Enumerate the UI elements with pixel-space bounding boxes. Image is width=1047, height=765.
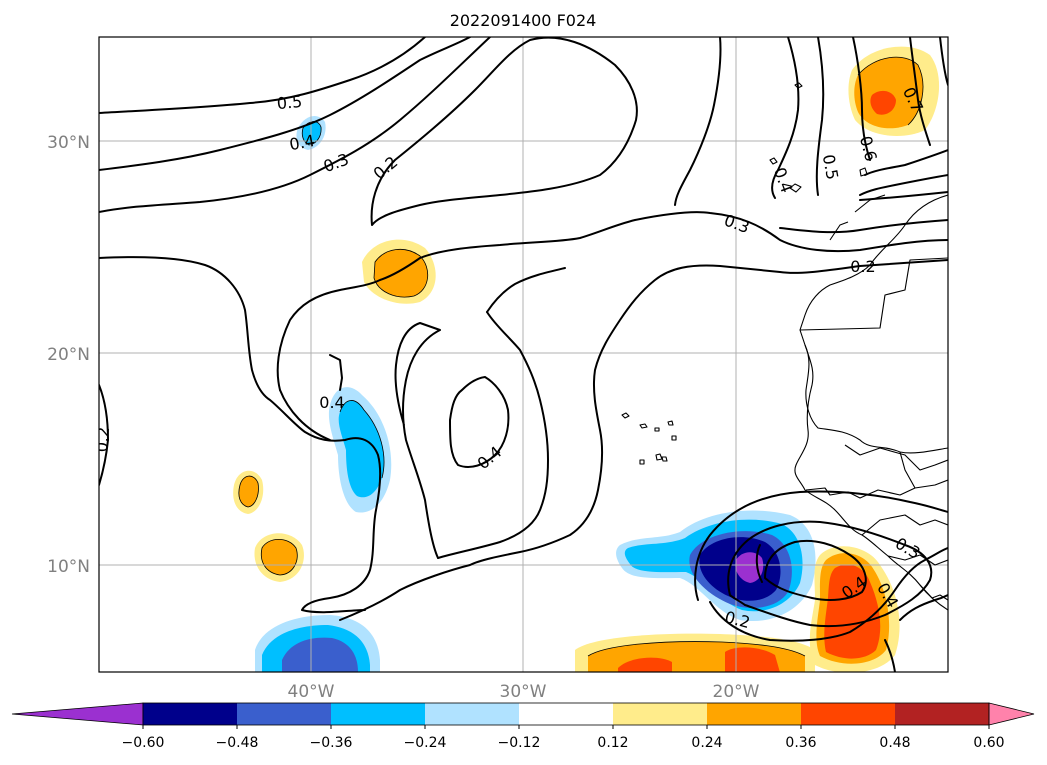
colorbar-tick-label: 0.12 — [597, 735, 628, 751]
colorbar-bin — [425, 703, 520, 725]
colorbar-tick-label: −0.60 — [122, 735, 165, 751]
lat-label: 30°N — [47, 133, 90, 153]
shade-blue-small — [302, 121, 322, 145]
contour-label: 0.5 — [819, 153, 842, 181]
contour-label: 0.2 — [850, 257, 875, 276]
colorbar-tick-label: −0.36 — [310, 735, 353, 751]
shade-outlines — [238, 56, 924, 657]
colorbar-bin — [801, 703, 896, 725]
colorbar-bin — [519, 703, 614, 725]
map-content: 0.5 0.4 0.3 0.2 0.3 0.2 0.6 0.5 0.4 0.7 … — [92, 37, 948, 672]
colorbar-tick-label: 0.24 — [691, 735, 722, 751]
colorbar-bin — [613, 703, 708, 725]
colorbar-tick-label: −0.24 — [404, 735, 447, 751]
colorbar-extend-low — [11, 702, 144, 726]
colorbar-bin — [237, 703, 332, 725]
colorbar-tick-label: 0.36 — [785, 735, 816, 751]
colorbar-bin — [143, 703, 238, 725]
lat-label: 20°N — [47, 345, 90, 365]
shade-red-bottom2 — [725, 647, 780, 672]
lat-label: 10°N — [47, 557, 90, 577]
colorbar-tick-label: 0.48 — [879, 735, 910, 751]
colorbar-bin — [895, 703, 990, 725]
colorbar: −0.60 −0.48 −0.36 −0.24 −0.12 0.12 0.24 0.36 0.4… — [11, 702, 1035, 751]
map-title: 2022091400 F024 — [450, 11, 597, 30]
lon-label: 40°W — [288, 682, 335, 702]
contour-label: 0.4 — [319, 393, 344, 412]
coastlines — [621, 82, 948, 611]
colorbar-tick-label: 0.60 — [973, 735, 1004, 751]
colorbar-bin — [331, 703, 426, 725]
map-frame — [98, 36, 949, 673]
shade-red-bottom1 — [618, 657, 672, 672]
shade-orange-small2 — [261, 539, 298, 575]
shade-blue-mid — [338, 400, 384, 498]
contour-label: 0.2 — [92, 426, 113, 453]
shade-orange-small1 — [238, 476, 259, 507]
colorbar-frame — [142, 702, 990, 726]
colorbar-extend-high — [988, 702, 1035, 726]
contour-label: 0.5 — [276, 92, 303, 113]
colorbar-tick-label: −0.48 — [216, 735, 259, 751]
shade-ne-red — [870, 90, 896, 115]
contour-label: 0.4 — [288, 131, 316, 154]
lon-label: 20°W — [713, 682, 760, 702]
lon-label: 30°W — [500, 682, 547, 702]
colorbar-bin — [707, 703, 802, 725]
contour-lines — [99, 37, 948, 672]
shade-blue-bl-dark — [282, 637, 358, 672]
colorbar-tick-label: −0.12 — [498, 735, 541, 751]
